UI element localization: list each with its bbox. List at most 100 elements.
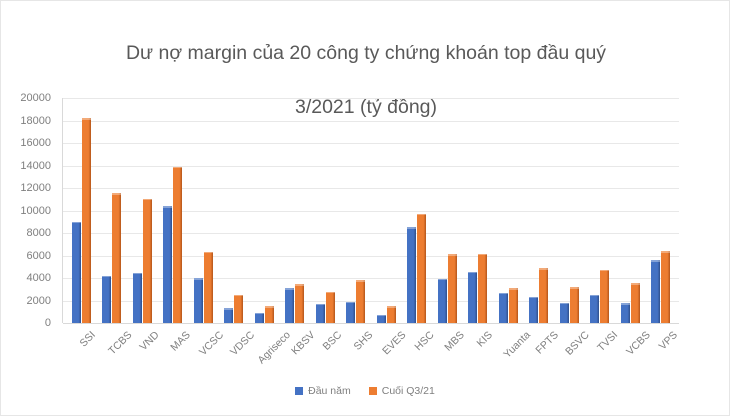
legend-item[interactable]: Cuối Q3/21 bbox=[368, 385, 435, 397]
bar[interactable] bbox=[620, 303, 630, 323]
y-axis-label: 16000 bbox=[20, 137, 51, 149]
x-axis-tick: TVSI bbox=[585, 325, 620, 379]
bar[interactable] bbox=[102, 275, 112, 323]
bar[interactable] bbox=[163, 206, 173, 323]
x-axis-tick: Agriseco bbox=[249, 325, 293, 379]
bar[interactable] bbox=[447, 254, 457, 323]
bar[interactable] bbox=[173, 166, 183, 323]
bar[interactable] bbox=[285, 288, 295, 323]
bar[interactable] bbox=[386, 306, 396, 323]
bar[interactable] bbox=[508, 288, 518, 323]
bar-group bbox=[554, 98, 585, 323]
x-axis-label: SSI bbox=[77, 329, 99, 350]
bar[interactable] bbox=[590, 294, 600, 323]
bar[interactable] bbox=[417, 213, 427, 323]
bar[interactable] bbox=[132, 272, 142, 323]
y-axis-tick-labels: 20000 18000 16000 14000 12000 10000 8000 6000 40… bbox=[1, 92, 57, 329]
x-axis-tick: HSC bbox=[402, 325, 436, 379]
bar[interactable] bbox=[437, 278, 447, 323]
bar[interactable] bbox=[264, 306, 274, 323]
chart-title: Dư nợ margin của 20 công ty chứng khoán … bbox=[56, 13, 676, 121]
gridline bbox=[63, 233, 679, 234]
bar-group bbox=[280, 98, 311, 323]
gridline bbox=[63, 120, 679, 122]
x-axis-tick: KIS bbox=[463, 325, 494, 379]
bar[interactable] bbox=[478, 253, 488, 323]
bar-group bbox=[646, 98, 677, 323]
bar[interactable] bbox=[142, 198, 152, 323]
bar[interactable] bbox=[661, 251, 671, 323]
x-axis-tick: TCBS bbox=[97, 325, 134, 379]
bar[interactable] bbox=[407, 227, 417, 323]
y-axis-label: 10000 bbox=[20, 204, 51, 217]
x-axis-tick: MAS bbox=[158, 325, 193, 379]
bar-group bbox=[158, 98, 189, 323]
bar[interactable] bbox=[254, 312, 264, 323]
legend-label: Cuối Q3/21 bbox=[381, 385, 435, 397]
y-axis-label: 14000 bbox=[20, 159, 51, 172]
bar[interactable] bbox=[315, 303, 325, 323]
bar-group bbox=[493, 98, 524, 323]
bar-group bbox=[97, 98, 128, 323]
bar[interactable] bbox=[600, 269, 610, 323]
bar[interactable] bbox=[651, 260, 661, 323]
bar[interactable] bbox=[529, 296, 539, 323]
bar[interactable] bbox=[81, 118, 91, 323]
x-axis-tick: BSVC bbox=[554, 325, 592, 379]
gridline bbox=[63, 210, 679, 212]
chart-title-line-2: 3/2021 (tỷ đồng) bbox=[294, 96, 437, 118]
y-axis-label: 20000 bbox=[20, 92, 51, 104]
bar[interactable] bbox=[630, 283, 640, 323]
y-axis-label: 6000 bbox=[26, 249, 51, 262]
bar-group bbox=[310, 98, 341, 323]
legend-item[interactable]: Đầu năm bbox=[295, 385, 351, 397]
bar-group bbox=[524, 98, 555, 323]
bar[interactable] bbox=[346, 301, 356, 323]
bar-group bbox=[463, 98, 494, 323]
gridline bbox=[63, 323, 679, 324]
bar[interactable] bbox=[112, 193, 122, 323]
plot-area bbox=[62, 98, 679, 324]
x-axis-tick: Yuanta bbox=[493, 325, 533, 379]
bar-group bbox=[66, 98, 97, 323]
x-axis-tick: MBS bbox=[432, 325, 468, 379]
bar-group bbox=[615, 98, 646, 323]
bar[interactable] bbox=[224, 308, 234, 323]
gridline bbox=[63, 278, 679, 279]
bar[interactable] bbox=[295, 284, 305, 323]
legend-swatch-icon bbox=[368, 387, 377, 395]
bar-group bbox=[371, 98, 402, 323]
x-axis-tick: SHS bbox=[341, 325, 375, 379]
bar[interactable] bbox=[356, 280, 366, 323]
bar[interactable] bbox=[234, 294, 244, 323]
y-axis-label: 4000 bbox=[26, 272, 51, 284]
bar[interactable] bbox=[539, 268, 549, 323]
chart-title-line-1: Dư nợ margin của 20 công ty chứng khoán … bbox=[125, 42, 607, 64]
gridlines bbox=[63, 98, 679, 324]
bar-group bbox=[432, 98, 463, 323]
y-axis-label: 8000 bbox=[26, 227, 51, 239]
bar[interactable] bbox=[193, 278, 203, 323]
x-axis-tick: VDSC bbox=[219, 325, 257, 379]
x-axis-tick: BSC bbox=[310, 325, 345, 379]
bar[interactable] bbox=[71, 221, 81, 323]
gridline bbox=[63, 98, 679, 99]
bar[interactable] bbox=[325, 291, 335, 323]
bar-group bbox=[249, 98, 280, 323]
bar[interactable] bbox=[468, 271, 478, 323]
bar[interactable] bbox=[203, 251, 213, 323]
bar[interactable] bbox=[376, 314, 386, 323]
chart-legend: Đầu năm Cuối Q3/21 bbox=[1, 385, 729, 397]
gridline bbox=[63, 300, 679, 302]
bar-group bbox=[402, 98, 433, 323]
bar[interactable] bbox=[498, 292, 508, 323]
bar-group bbox=[585, 98, 616, 323]
bar-groups bbox=[63, 98, 679, 323]
gridline bbox=[63, 188, 679, 189]
bar[interactable] bbox=[569, 287, 579, 323]
bar-group bbox=[127, 98, 158, 323]
gridline bbox=[63, 143, 679, 144]
x-axis-tick: KBSV bbox=[280, 325, 317, 379]
bar[interactable] bbox=[559, 302, 569, 323]
x-axis-tick: EVES bbox=[371, 325, 408, 379]
